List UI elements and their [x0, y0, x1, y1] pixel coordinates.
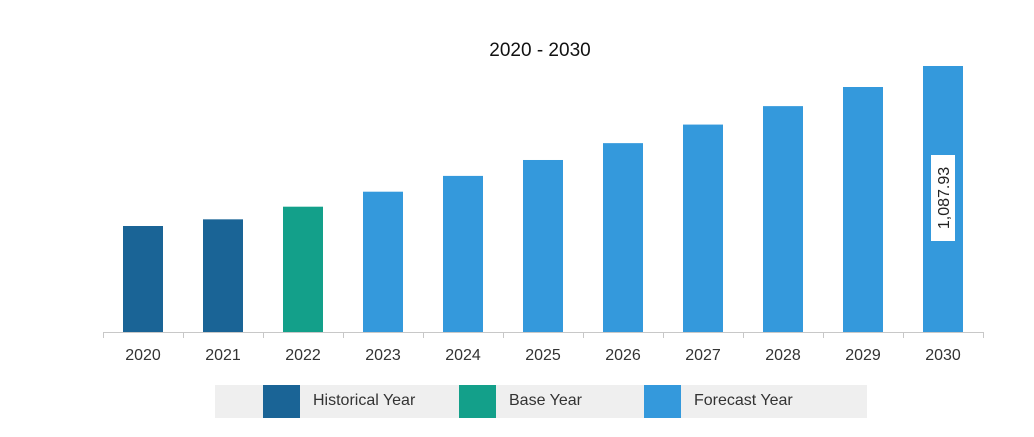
x-tick-label: 2026	[605, 347, 641, 364]
legend-label-historical: Historical Year	[313, 392, 416, 409]
x-tick-label: 2027	[685, 347, 721, 364]
legend-swatch-historical	[263, 385, 300, 418]
bar-2025	[523, 159, 563, 332]
bar-2021	[203, 219, 243, 332]
x-tick-label: 2020	[125, 347, 161, 364]
legend-label-forecast: Forecast Year	[694, 392, 793, 409]
bar-2027	[683, 124, 723, 332]
bar-2029	[843, 87, 883, 332]
x-tick-label: 2021	[205, 347, 241, 364]
data-label-2030: 1,087.93	[931, 155, 955, 241]
x-tick-label: 2025	[525, 347, 561, 364]
legend-label-base: Base Year	[509, 392, 582, 409]
bar-2022	[283, 206, 323, 332]
x-tick-label: 2024	[445, 347, 481, 364]
data-label-background	[931, 155, 955, 241]
bar-2023	[363, 191, 403, 332]
legend: Historical Year Base Year Forecast Year	[215, 385, 867, 418]
bar-2028	[763, 106, 803, 332]
bar-2026	[603, 143, 643, 332]
legend-swatch-base	[459, 385, 496, 418]
data-label-text: 1,087.93	[936, 167, 953, 229]
bar-2020	[123, 226, 163, 332]
bar-2024	[443, 175, 483, 332]
x-tick-label: 2029	[845, 347, 881, 364]
x-tick-label: 2030	[925, 347, 961, 364]
x-tick-label: 2028	[765, 347, 801, 364]
legend-swatch-forecast	[644, 385, 681, 418]
x-tick-label: 2022	[285, 347, 321, 364]
x-tick-label: 2023	[365, 347, 401, 364]
chart-title: 2020 - 2030	[489, 40, 591, 61]
plot-area: 2020 2021 2022 2023 2024 2025 2026 2027 2028 2029…	[103, 66, 984, 364]
